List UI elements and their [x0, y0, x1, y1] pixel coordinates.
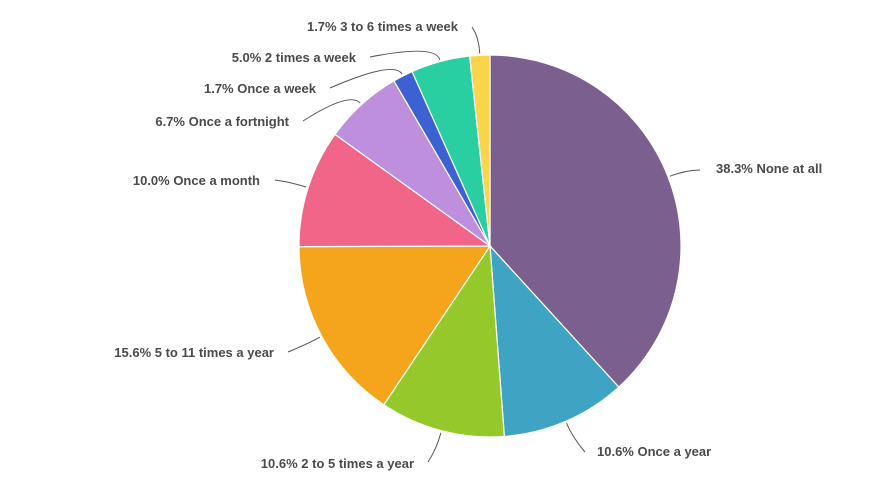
slice-2-to-5-times-a-year [382, 244, 506, 438]
label-3-to-6-times-a-week: 1.7% 3 to 6 times a week [307, 19, 459, 34]
pie-slices [298, 54, 682, 438]
label-once-a-month: 10.0% Once a month [133, 173, 260, 188]
leader-line-3-to-6-times-a-week [471, 26, 481, 54]
label-none-at-all: 38.3% None at all [716, 161, 822, 176]
leader-line-once-a-fortnight [302, 99, 361, 122]
leader-line-2-times-a-week [369, 50, 441, 60]
leader-line-once-a-year [566, 423, 586, 453]
label-once-a-year: 10.6% Once a year [597, 444, 711, 459]
leader-line-2-to-5-times-a-year [427, 432, 442, 463]
label-5-to-11-times-a-year: 15.6% 5 to 11 times a year [114, 345, 274, 360]
slice-once-a-year [489, 244, 620, 438]
label-once-a-week: 1.7% Once a week [204, 81, 317, 96]
leader-lines [274, 26, 701, 463]
slice-labels: 38.3% None at all 10.6% Once a year 10.6… [114, 19, 822, 471]
slice-once-a-month [298, 133, 492, 248]
slice-5-to-11-times-a-year [298, 245, 492, 406]
label-2-times-a-week: 5.0% 2 times a week [232, 50, 357, 65]
leader-line-5-to-11-times-a-year [287, 336, 321, 353]
leader-line-once-a-week [329, 68, 403, 89]
leader-line-once-a-month [274, 179, 307, 188]
slice-3-to-6-times-a-week [469, 54, 491, 247]
leader-line-none-at-all [669, 169, 701, 177]
slice-none-at-all [489, 54, 682, 388]
label-once-a-fortnight: 6.7% Once a fortnight [155, 114, 289, 129]
label-2-to-5-times-a-year: 10.6% 2 to 5 times a year [261, 456, 414, 471]
